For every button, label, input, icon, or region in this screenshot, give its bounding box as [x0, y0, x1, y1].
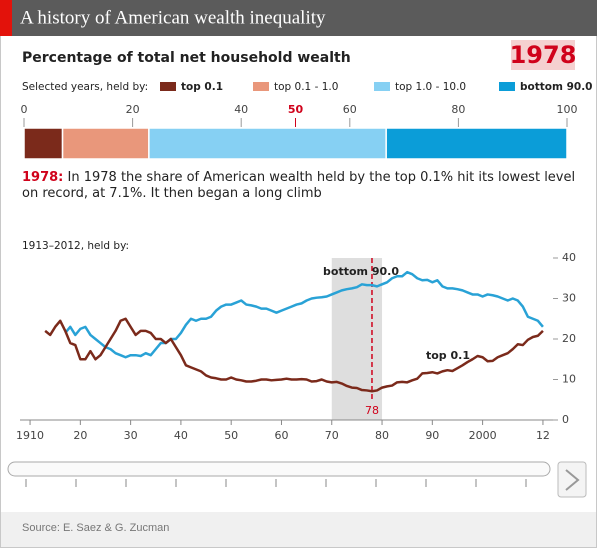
header-title: A history of American wealth inequality [20, 7, 326, 28]
selected-box [511, 40, 575, 70]
legend-swatch [160, 82, 176, 91]
x-tick-label: 80 [451, 103, 465, 116]
x-tick-label: 70 [325, 429, 339, 442]
annotation-line2: on record, at 7.1%. It then began a long… [22, 186, 322, 201]
x-tick-label: 0 [21, 103, 28, 116]
source: Source: E. Saez & G. Zucman [22, 522, 169, 534]
x-tick-label: 30 [124, 429, 138, 442]
y2-tick-label: 30 [562, 292, 576, 305]
x-tick-label: 60 [274, 429, 288, 442]
x-tick-label: 20 [73, 429, 87, 442]
bar-segment [23, 127, 64, 160]
x-tick-label: 80 [375, 429, 389, 442]
y2-tick-label: 40 [562, 251, 576, 264]
footer [1, 512, 596, 547]
x-tick-label: 40 [234, 103, 248, 116]
x-tick-label: 1910 [16, 429, 44, 442]
legend-title: Selected years, held by: [22, 81, 148, 93]
legend-label: top 0.1 - 1.0 [274, 81, 338, 93]
header-bar [0, 0, 597, 36]
x-tick-label: 100 [557, 103, 578, 116]
y2-tick-label: 0 [562, 413, 569, 426]
legend-label: bottom 90.0 [520, 81, 593, 93]
slider-ticks [25, 479, 527, 487]
legend-swatch [374, 82, 390, 91]
x-tick-label: 12 [536, 429, 550, 442]
annotation: 1978: In 1978 the share of American weal… [22, 170, 575, 185]
next-arrow [565, 469, 580, 491]
bar-segment [385, 127, 568, 160]
x-tick-label: 90 [425, 429, 439, 442]
slider-track[interactable] [7, 461, 551, 477]
annotation-text: In 1978 the share of American wealth hel… [68, 170, 576, 185]
line-subtitle: 1913–2012, held by: [22, 240, 129, 252]
series-label: top 0.1 [426, 349, 470, 362]
selected-year: 1978 [510, 41, 577, 69]
series-line [64, 270, 544, 359]
x-tick-label: 2000 [469, 429, 497, 442]
highlight-band [331, 258, 383, 420]
x-tick-label: 60 [343, 103, 357, 116]
x-tick-label: 50 [288, 103, 304, 116]
bar-segment [61, 127, 150, 160]
legend-swatch [253, 82, 269, 91]
series-line [44, 317, 544, 393]
x-tick-label: 20 [126, 103, 140, 116]
y2-tick-label: 10 [562, 373, 576, 386]
annotation-label: 1978: [22, 170, 63, 185]
y2-tick-label: 20 [562, 332, 576, 345]
chart-title: Percentage of total net household wealth [22, 50, 351, 66]
x-tick-label: 40 [174, 429, 188, 442]
next-button[interactable] [557, 461, 587, 498]
series-label: bottom 90.0 [323, 265, 399, 278]
header-accent [0, 0, 12, 36]
legend-label: top 1.0 - 10.0 [395, 81, 466, 93]
legend-swatch [499, 82, 515, 91]
marker-label: 78 [365, 404, 379, 417]
bar-segment [148, 127, 387, 160]
x-tick-label: 50 [224, 429, 238, 442]
annotation-text: on record, at 7.1%. It then began a long… [22, 186, 322, 201]
legend-label: top 0.1 [181, 81, 223, 93]
